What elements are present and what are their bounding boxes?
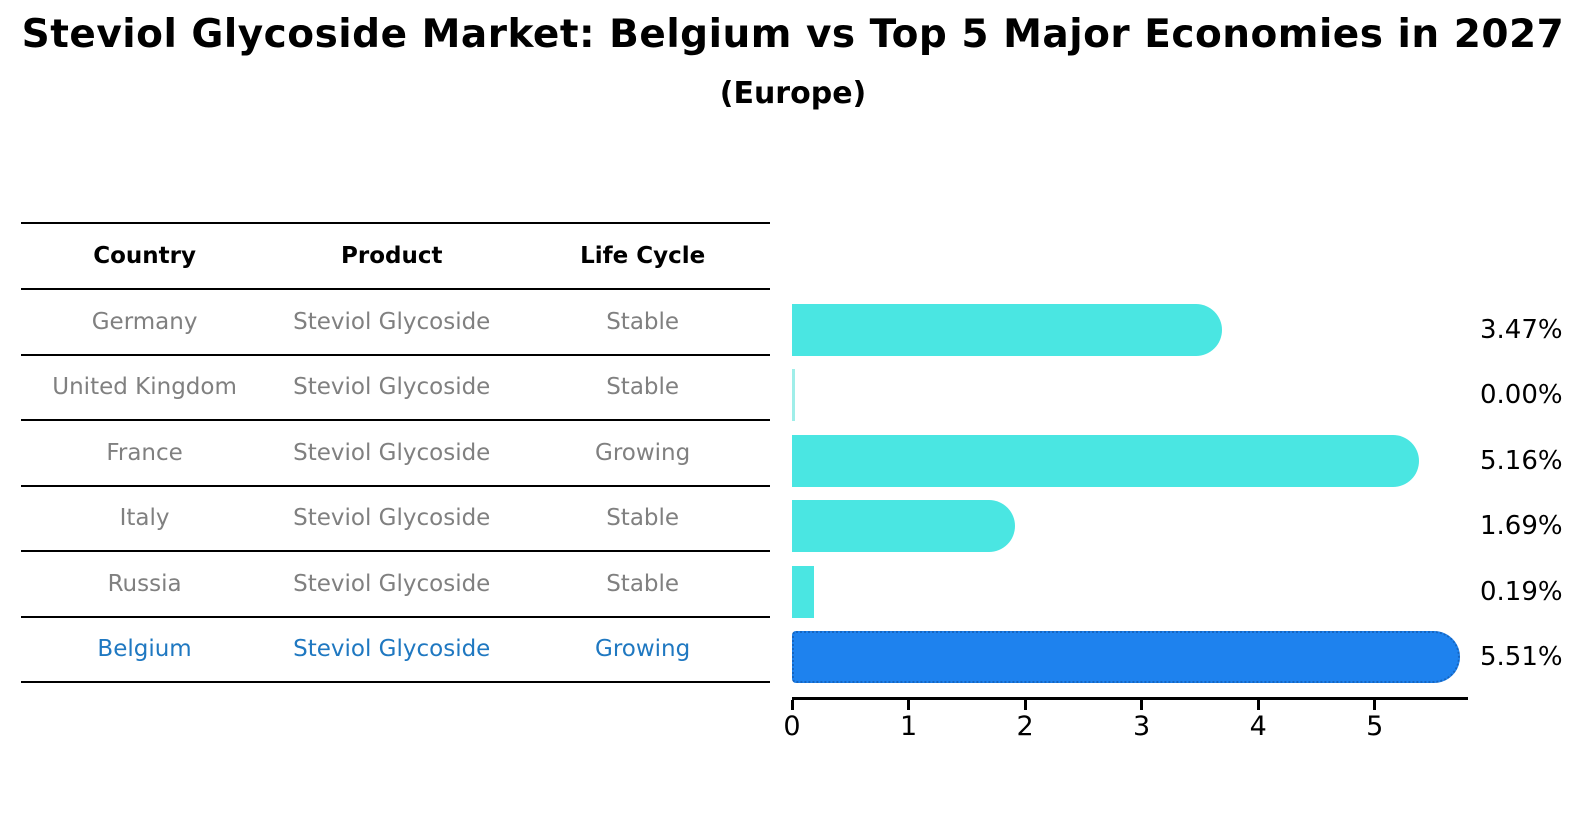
- tick-mark: [1140, 700, 1144, 710]
- table-row-germany: Germany Steviol Glycoside Stable: [21, 290, 770, 356]
- x-axis: 0 1 2 3 4 5: [783, 697, 1468, 747]
- value-label-france: 5.16%: [1480, 445, 1563, 476]
- bar-row-belgium: 5.51%: [792, 625, 1586, 691]
- bar-row-italy: 1.69%: [792, 494, 1586, 560]
- cell-life-cycle: Stable: [606, 308, 680, 335]
- cell-country: France: [106, 439, 183, 466]
- cell-country: United Kingdom: [52, 374, 237, 401]
- column-header-product: Product: [341, 243, 443, 269]
- bar-russia: [792, 565, 815, 618]
- tick-mark: [1373, 700, 1377, 710]
- cell-product: Steviol Glycoside: [293, 439, 491, 466]
- value-label-germany: 3.47%: [1480, 314, 1563, 345]
- tick-mark: [1023, 700, 1027, 710]
- cell-product: Steviol Glycoside: [293, 374, 491, 401]
- bar-france: [792, 434, 1420, 487]
- tick-label: 5: [1366, 711, 1384, 742]
- value-label-russia: 0.19%: [1480, 576, 1563, 607]
- cell-life-cycle: Stable: [606, 505, 680, 532]
- tick-label: 4: [1249, 711, 1267, 742]
- cell-product: Steviol Glycoside: [293, 308, 491, 335]
- tick-mark: [1256, 700, 1260, 710]
- bar-belgium: [792, 631, 1461, 684]
- bar-row-russia: 0.19%: [792, 559, 1586, 625]
- cell-life-cycle: Growing: [595, 439, 691, 466]
- bar-italy: [792, 500, 1015, 553]
- cell-product: Steviol Glycoside: [293, 505, 491, 532]
- table-row-italy: Italy Steviol Glycoside Stable: [21, 487, 770, 552]
- bar-united-kingdom: [792, 369, 795, 422]
- bar-row-united-kingdom: 0.00%: [792, 363, 1586, 429]
- table-row-belgium: Belgium Steviol Glycoside Growing: [21, 618, 770, 683]
- cell-country: Russia: [107, 570, 182, 597]
- x-axis-line: [792, 697, 1468, 700]
- bar-row-france: 5.16%: [792, 428, 1586, 494]
- cell-country: Germany: [91, 308, 198, 335]
- tick-label: 1: [899, 711, 918, 742]
- cell-life-cycle: Stable: [606, 570, 680, 597]
- chart-title: Steviol Glycoside Market: Belgium vs Top…: [21, 12, 1565, 57]
- tick-mark: [907, 700, 911, 710]
- value-label-united-kingdom: 0.00%: [1480, 380, 1563, 411]
- cell-life-cycle: Growing: [595, 636, 691, 663]
- bar-row-germany: 3.47%: [792, 297, 1586, 363]
- country-table: Country Product Life Cycle Germany Stevi…: [21, 222, 770, 683]
- value-label-italy: 1.69%: [1480, 511, 1563, 542]
- tick-label: 0: [783, 711, 801, 742]
- bar-chart: 3.47% 0.00% 5.16% 1.69% 0.19% 5.51%: [792, 297, 1586, 690]
- cell-product: Steviol Glycoside: [293, 570, 491, 597]
- column-header-life-cycle: Life Cycle: [580, 243, 706, 269]
- tick-mark: [790, 700, 794, 710]
- table-row-united-kingdom: United Kingdom Steviol Glycoside Stable: [21, 356, 770, 421]
- bar-germany: [792, 303, 1223, 356]
- tick-label: 3: [1133, 711, 1151, 742]
- tick-label: 2: [1016, 711, 1034, 742]
- table-header-row: Country Product Life Cycle: [21, 224, 770, 290]
- cell-life-cycle: Stable: [606, 374, 680, 401]
- cell-country: Belgium: [97, 636, 192, 663]
- chart-subtitle: (Europe): [719, 76, 867, 111]
- table-row-france: France Steviol Glycoside Growing: [21, 421, 770, 487]
- cell-country: Italy: [119, 505, 170, 532]
- cell-product: Steviol Glycoside: [293, 636, 491, 663]
- value-label-belgium: 5.51%: [1480, 642, 1563, 673]
- column-header-country: Country: [93, 243, 196, 269]
- table-row-russia: Russia Steviol Glycoside Stable: [21, 552, 770, 618]
